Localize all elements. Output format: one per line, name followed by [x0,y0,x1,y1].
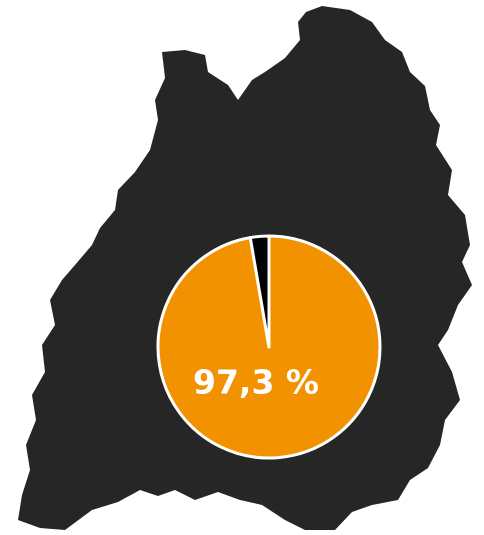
value-label: 97,3 % [193,363,319,402]
pie-slice [248,234,271,349]
